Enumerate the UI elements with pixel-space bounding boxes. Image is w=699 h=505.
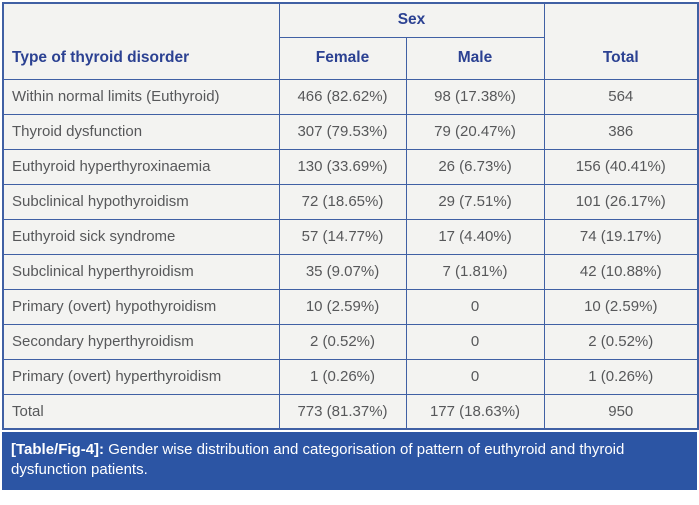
header-row-sex-split: Female Male [3, 36, 698, 80]
cell-disorder: Total [2, 393, 280, 430]
cell-male: 29 (7.51%) [405, 183, 545, 220]
cell-female: 10 (2.59%) [278, 288, 407, 325]
cell-female: 72 (18.65%) [278, 183, 407, 220]
cell-female: 57 (14.77%) [278, 218, 407, 255]
table-figure: Type of thyroid disorder Sex Total Femal… [2, 2, 699, 490]
cell-total: 10 (2.59%) [543, 288, 699, 325]
cell-female: 1 (0.26%) [278, 358, 407, 395]
cell-total: 156 (40.41%) [543, 148, 699, 185]
cell-total: 564 [543, 78, 699, 115]
cell-disorder: Within normal limits (Euthyroid) [2, 78, 280, 115]
cell-male: 0 [405, 288, 545, 325]
table-row: Primary (overt) hypothyroidism 10 (2.59%… [2, 288, 699, 325]
table-row: Subclinical hyperthyroidism 35 (9.07%) 7… [2, 253, 699, 290]
table-row: Primary (overt) hyperthyroidism 1 (0.26%… [2, 358, 699, 395]
cell-disorder: Euthyroid hyperthyroxinaemia [2, 148, 280, 185]
cell-female: 35 (9.07%) [278, 253, 407, 290]
cell-female: 307 (79.53%) [278, 113, 407, 150]
table-row: Secondary hyperthyroidism 2 (0.52%) 0 2 … [2, 323, 699, 360]
table-row-total: Total 773 (81.37%) 177 (18.63%) 950 [2, 393, 699, 430]
figure-caption-text: Gender wise distribution and categorisat… [11, 441, 625, 479]
cell-disorder: Secondary hyperthyroidism [2, 323, 280, 360]
cell-male: 0 [405, 358, 545, 395]
cell-female: 2 (0.52%) [278, 323, 407, 360]
figure-caption: [Table/Fig-4]: Gender wise distribution … [2, 432, 697, 490]
table-row: Euthyroid sick syndrome 57 (14.77%) 17 (… [2, 218, 699, 255]
cell-disorder: Euthyroid sick syndrome [2, 218, 280, 255]
cell-female: 466 (82.62%) [278, 78, 407, 115]
cell-male: 79 (20.47%) [405, 113, 545, 150]
column-header-total: Total [543, 2, 699, 80]
cell-total: 74 (19.17%) [543, 218, 699, 255]
cell-male: 7 (1.81%) [405, 253, 545, 290]
cell-female: 130 (33.69%) [278, 148, 407, 185]
column-header-male: Male [405, 36, 545, 80]
header-row-group: Type of thyroid disorder Sex Total [2, 2, 699, 80]
figure-caption-label: [Table/Fig-4]: [11, 441, 105, 458]
cell-male: 17 (4.40%) [405, 218, 545, 255]
cell-disorder: Subclinical hypothyroidism [2, 183, 280, 220]
cell-total: 2 (0.52%) [543, 323, 699, 360]
cell-total: 101 (26.17%) [543, 183, 699, 220]
table-row: Within normal limits (Euthyroid) 466 (82… [2, 78, 699, 115]
cell-total: 42 (10.88%) [543, 253, 699, 290]
cell-total: 1 (0.26%) [543, 358, 699, 395]
cell-male: 0 [405, 323, 545, 360]
cell-female: 773 (81.37%) [278, 393, 407, 430]
cell-disorder: Primary (overt) hyperthyroidism [2, 358, 280, 395]
table-row: Euthyroid hyperthyroxinaemia 130 (33.69%… [2, 148, 699, 185]
cell-disorder: Primary (overt) hypothyroidism [2, 288, 280, 325]
column-header-female: Female [278, 36, 407, 80]
column-group-header-sex: Sex [278, 2, 545, 38]
cell-male: 177 (18.63%) [405, 393, 545, 430]
table-row: Thyroid dysfunction 307 (79.53%) 79 (20.… [2, 113, 699, 150]
cell-disorder: Thyroid dysfunction [2, 113, 280, 150]
cell-total: 386 [543, 113, 699, 150]
cell-male: 98 (17.38%) [405, 78, 545, 115]
cell-disorder: Subclinical hyperthyroidism [2, 253, 280, 290]
cell-male: 26 (6.73%) [405, 148, 545, 185]
table-row: Subclinical hypothyroidism 72 (18.65%) 2… [2, 183, 699, 220]
column-header-disorder: Type of thyroid disorder [2, 2, 280, 80]
thyroid-disorder-table: Type of thyroid disorder Sex Total Femal… [2, 2, 699, 430]
cell-total: 950 [543, 393, 699, 430]
